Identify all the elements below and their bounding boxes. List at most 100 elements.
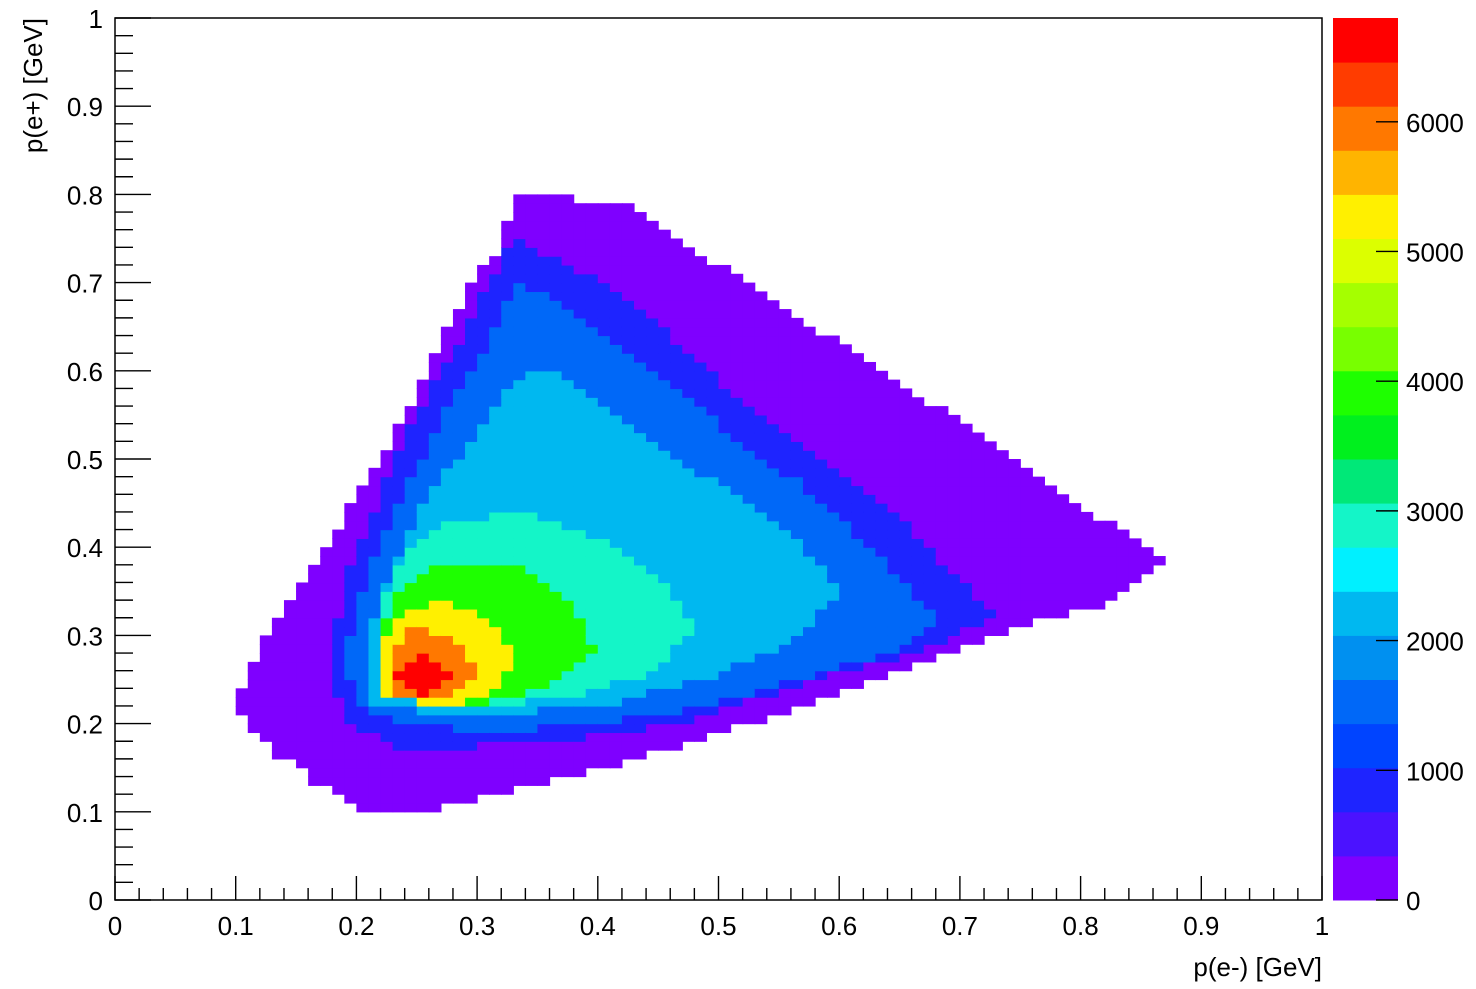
heatmap-cell — [452, 785, 466, 795]
heatmap-cell — [1104, 573, 1118, 584]
heatmap-cell — [802, 423, 816, 434]
heatmap-cell — [597, 679, 611, 689]
heatmap-cell — [404, 802, 418, 813]
heatmap-cell — [513, 520, 526, 531]
heatmap-cell — [899, 538, 913, 548]
heatmap-cell — [549, 635, 563, 645]
heatmap-cell — [308, 653, 321, 663]
heatmap-cell — [646, 353, 659, 363]
heatmap-cell — [863, 600, 877, 610]
heatmap-cell — [537, 494, 551, 504]
heatmap-cell — [802, 388, 816, 398]
heatmap-cell — [1020, 494, 1033, 504]
heatmap-cell — [996, 511, 1009, 522]
heatmap-cell — [404, 626, 418, 636]
heatmap-cell — [706, 459, 720, 469]
heatmap-cell — [573, 529, 587, 539]
heatmap-cell — [778, 494, 792, 504]
heatmap-cell — [899, 459, 913, 469]
heatmap-cell — [609, 485, 623, 495]
heatmap-cell — [670, 538, 683, 548]
heatmap-cell — [706, 635, 720, 645]
heatmap-cell — [790, 379, 804, 390]
heatmap-cell — [802, 494, 816, 504]
heatmap-cell — [706, 538, 720, 548]
heatmap-cell — [839, 397, 852, 407]
heatmap-cell — [513, 732, 526, 742]
heatmap-cell — [525, 317, 539, 328]
heatmap-cell — [694, 432, 708, 442]
heatmap-cell — [344, 617, 357, 628]
heatmap-cell — [947, 626, 961, 636]
heatmap-cell — [356, 785, 370, 795]
heatmap-cell — [827, 600, 840, 610]
heatmap-cell — [646, 679, 659, 689]
heatmap-cell — [971, 459, 985, 469]
heatmap-cell — [344, 547, 357, 557]
heatmap-cell — [573, 661, 587, 672]
heatmap-cell — [790, 353, 804, 363]
heatmap-cell — [754, 361, 768, 372]
heatmap-cell — [827, 564, 840, 575]
heatmap-cell — [428, 485, 442, 495]
heatmap-cell — [959, 626, 973, 636]
heatmap-cell — [790, 450, 804, 460]
heatmap-cell — [501, 670, 514, 681]
heatmap-cell — [827, 459, 840, 469]
heatmap-cell — [899, 617, 913, 628]
heatmap-cell — [658, 582, 671, 592]
heatmap-cell — [839, 679, 852, 689]
heatmap-cell — [332, 679, 345, 689]
heatmap-cell — [827, 679, 840, 689]
heatmap-cell — [706, 423, 720, 434]
heatmap-cell — [718, 600, 732, 610]
heatmap-cell — [549, 238, 563, 248]
heatmap-cell — [682, 538, 695, 548]
heatmap-cell — [320, 617, 333, 628]
heatmap-cell — [996, 600, 1009, 610]
heatmap-cell — [754, 388, 768, 398]
heatmap-cell — [911, 635, 925, 645]
heatmap-cell — [658, 432, 671, 442]
heatmap-cell — [477, 697, 490, 707]
heatmap-cell — [380, 582, 394, 592]
heatmap-cell — [706, 326, 720, 337]
colorbar-tick-label: 1000 — [1406, 756, 1464, 786]
heatmap-cell — [766, 661, 780, 672]
heatmap-cell — [549, 485, 563, 495]
heatmap-cell — [283, 608, 297, 619]
heatmap-cell — [730, 697, 744, 707]
heatmap-cell — [428, 758, 442, 769]
heatmap-cell — [573, 264, 587, 275]
heatmap-cell — [815, 361, 828, 372]
heatmap-cell — [766, 705, 780, 716]
heatmap-cell — [609, 397, 623, 407]
heatmap-cell — [730, 432, 744, 442]
heatmap-cell — [658, 450, 671, 460]
heatmap-cell — [561, 600, 575, 610]
heatmap-cell — [1128, 564, 1142, 575]
heatmap-cell — [283, 705, 297, 716]
heatmap-cell — [573, 229, 587, 240]
heatmap-cell — [501, 229, 514, 240]
heatmap-cell — [320, 670, 333, 681]
heatmap-cell — [742, 291, 756, 301]
heatmap-cell — [477, 300, 490, 310]
heatmap-cell — [1068, 573, 1082, 584]
heatmap-cell — [621, 564, 635, 575]
heatmap-cell — [440, 467, 454, 478]
heatmap-cell — [947, 450, 961, 460]
heatmap-cell — [489, 591, 502, 601]
heatmap-cell — [428, 705, 442, 716]
heatmap-cell — [597, 432, 611, 442]
heatmap-cell — [440, 723, 454, 734]
heatmap-cell — [573, 441, 587, 451]
heatmap-cell — [621, 697, 635, 707]
heatmap-cell — [416, 573, 430, 584]
heatmap-cell — [440, 397, 454, 407]
heatmap-cell — [404, 635, 418, 645]
heatmap-cell — [368, 626, 382, 636]
heatmap-cell — [549, 767, 563, 778]
heatmap-cell — [658, 264, 671, 275]
heatmap-cell — [452, 767, 466, 778]
